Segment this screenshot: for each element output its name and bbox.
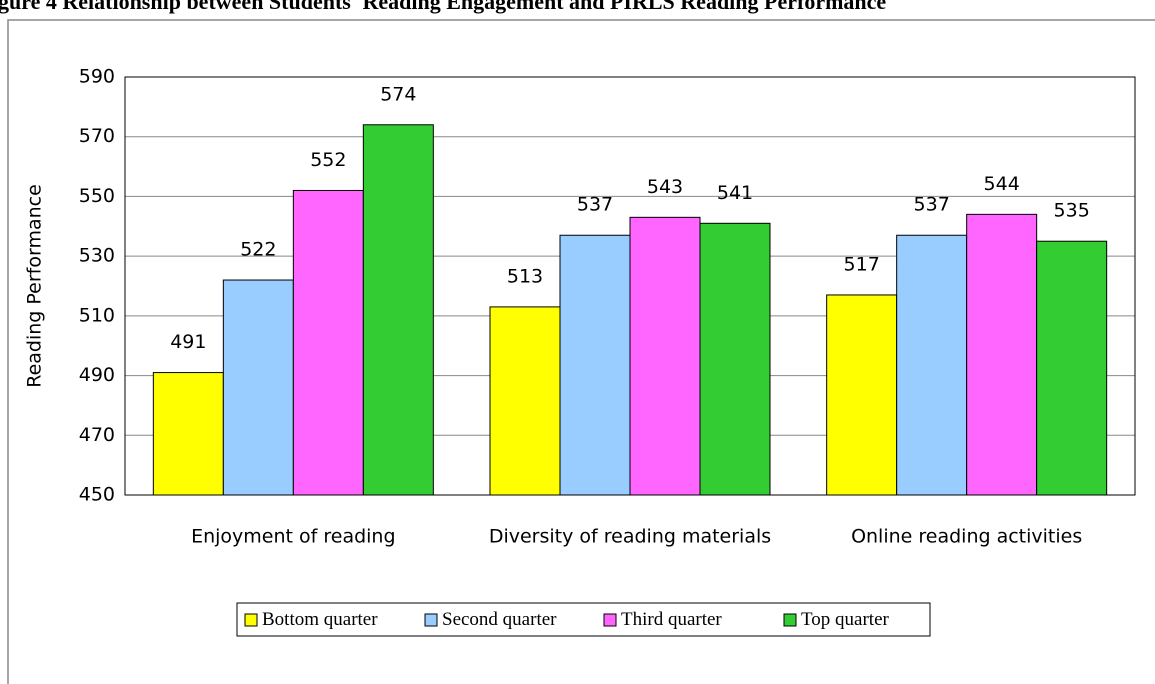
data-label: 541 <box>717 182 753 204</box>
bar <box>362 124 434 496</box>
y-tick-label: 450 <box>79 484 115 506</box>
y-tick-label: 550 <box>79 185 115 207</box>
data-label: 522 <box>240 239 276 261</box>
legend-label: Bottom quarter <box>262 609 378 630</box>
bar <box>896 234 968 496</box>
y-tick-label: 570 <box>79 125 115 147</box>
y-tick-label: 590 <box>79 66 115 88</box>
data-label: 517 <box>844 253 880 275</box>
legend-label: Third quarter <box>621 609 722 630</box>
y-tick-label: 510 <box>79 304 115 326</box>
data-label: 513 <box>507 265 543 287</box>
data-label: 544 <box>984 173 1020 195</box>
y-tick-label: 490 <box>79 364 115 386</box>
bar <box>222 279 294 496</box>
y-axis-label: Reading Performance <box>24 184 46 388</box>
legend-label: Second quarter <box>442 609 557 630</box>
chart-title: gure 4 Relationship between Students' Re… <box>0 0 886 14</box>
bar <box>699 222 771 496</box>
legend-box <box>236 602 931 637</box>
data-label: 537 <box>577 194 613 216</box>
data-label: 535 <box>1054 200 1090 222</box>
data-label: 552 <box>310 149 346 171</box>
data-label: 543 <box>647 176 683 198</box>
x-tick-label: Diversity of reading materials <box>489 526 771 548</box>
legend-swatch <box>244 613 258 627</box>
data-label: 491 <box>170 331 206 353</box>
bar <box>489 306 561 496</box>
x-tick-label: Online reading activities <box>851 526 1082 548</box>
data-label: 537 <box>914 194 950 216</box>
legend-swatch <box>783 613 797 627</box>
bar <box>966 213 1038 496</box>
y-tick-label: 530 <box>79 245 115 267</box>
bar <box>152 372 224 496</box>
bar <box>292 189 364 496</box>
bar <box>629 216 701 496</box>
frame <box>7 19 1155 684</box>
bar <box>559 234 631 496</box>
legend-label: Top quarter <box>801 609 890 630</box>
bar <box>826 294 898 496</box>
data-label: 574 <box>380 83 416 105</box>
x-tick-label: Enjoyment of reading <box>191 526 395 548</box>
legend-swatch <box>424 613 438 627</box>
legend-swatch <box>603 613 617 627</box>
y-tick-label: 470 <box>79 424 115 446</box>
bar <box>1036 240 1108 496</box>
